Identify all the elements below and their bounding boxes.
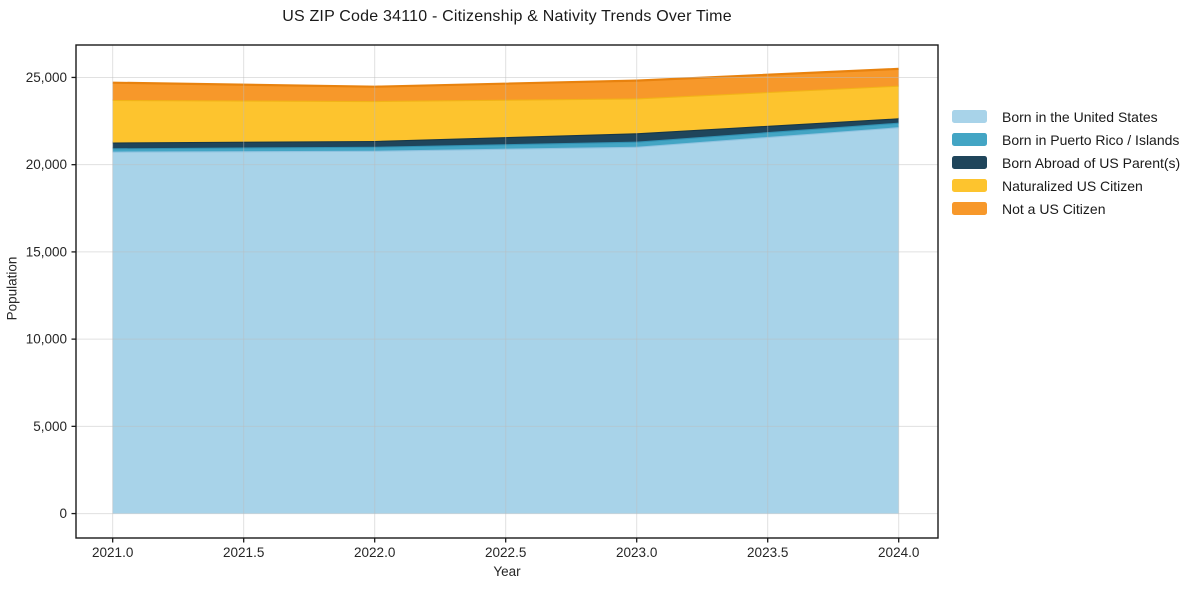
plot-border	[75, 44, 939, 539]
legend-swatch	[952, 156, 987, 169]
legend-item: Born in the United States	[952, 105, 1180, 128]
legend-label: Born in Puerto Rico / Islands	[1002, 131, 1180, 148]
x-tick-label: 2022.5	[485, 545, 526, 560]
x-tick-label: 2021.0	[92, 545, 133, 560]
legend: Born in the United States Born in Puerto …	[952, 105, 1180, 220]
legend-label: Not a US Citizen	[1002, 200, 1106, 217]
x-tick-label: 2023.0	[616, 545, 657, 560]
legend-label: Naturalized US Citizen	[1002, 177, 1143, 194]
y-tick-label: 15,000	[26, 244, 67, 259]
legend-swatch	[952, 110, 987, 123]
legend-item: Born in Puerto Rico / Islands	[952, 128, 1180, 151]
y-tick-label: 5,000	[33, 419, 67, 434]
x-tick-label: 2024.0	[878, 545, 919, 560]
x-tick-label: 2023.5	[747, 545, 788, 560]
y-tick-label: 0	[59, 506, 67, 521]
y-tick-label: 20,000	[26, 157, 67, 172]
chart-title: US ZIP Code 34110 - Citizenship & Nativi…	[282, 8, 732, 25]
legend-label: Born in the United States	[1002, 108, 1158, 125]
x-tick-label: 2022.0	[354, 545, 395, 560]
x-tick-label: 2021.5	[223, 545, 264, 560]
x-axis-label: Year	[493, 564, 521, 579]
y-tick-label: 25,000	[26, 70, 67, 85]
legend-item: Not a US Citizen	[952, 197, 1180, 220]
y-axis-label: Population	[4, 256, 20, 321]
area-edge	[112, 67, 899, 88]
area-series	[112, 118, 899, 149]
legend-swatch	[952, 202, 987, 215]
legend-label: Born Abroad of US Parent(s)	[1002, 154, 1181, 171]
y-tick-label: 10,000	[26, 332, 67, 347]
area-series	[112, 127, 899, 514]
area-series	[112, 85, 899, 143]
legend-swatch	[952, 179, 987, 192]
legend-item: Born Abroad of US Parent(s)	[952, 151, 1180, 174]
area-series	[112, 68, 899, 101]
legend-swatch	[952, 133, 987, 146]
legend-item: Naturalized US Citizen	[952, 174, 1180, 197]
